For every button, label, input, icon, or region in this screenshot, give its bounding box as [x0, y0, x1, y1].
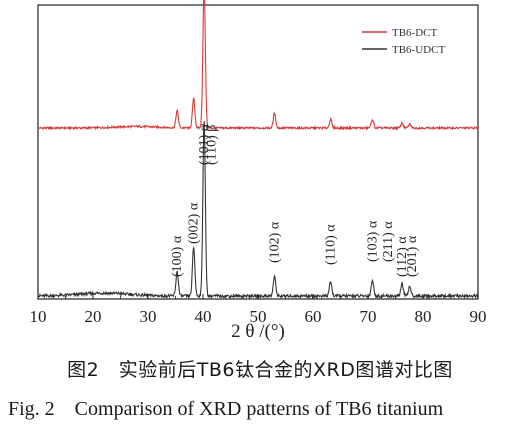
- x-axis-label: 2 θ /(°): [231, 321, 285, 342]
- caption-chinese: 图2 实验前后TB6钛合金的XRD图谱对比图: [67, 359, 453, 381]
- x-tick-label: 30: [140, 307, 157, 326]
- peak-label: (102) α: [268, 221, 283, 263]
- x-tick-label: 40: [195, 307, 212, 326]
- x-tick-label: 10: [30, 307, 47, 326]
- peak-label: (002) α: [187, 202, 202, 244]
- legend-label-tb6-dct: TB6-DCT: [392, 27, 438, 39]
- legend: TB6-DCT TB6-UDCT: [362, 27, 445, 56]
- x-tick-label: 70: [360, 307, 377, 326]
- caption-english: Fig. 2 Comparison of XRD patterns of TB6…: [8, 398, 444, 420]
- peak-label: (110) β: [204, 125, 219, 165]
- series-line-tb6-dct: [37, 0, 479, 132]
- x-axis-ticks: 10 20 30 40 50 60 70 80 90: [30, 294, 487, 326]
- x-tick-label: 90: [470, 307, 487, 326]
- x-tick-label: 20: [85, 307, 102, 326]
- legend-label-tb6-udct: TB6-UDCT: [392, 44, 445, 56]
- x-tick-label: 60: [305, 307, 322, 326]
- peak-label: (100) α: [170, 235, 185, 277]
- peak-label: (101) α: [197, 123, 212, 165]
- x-tick-label: 80: [415, 307, 432, 326]
- peak-label: (103) α: [365, 220, 380, 262]
- peak-label: (110) α: [324, 224, 339, 265]
- peak-label: (201) α: [405, 235, 420, 277]
- peak-label: (112) α: [395, 236, 410, 277]
- x-tick-label: 50: [250, 307, 267, 326]
- peak-label: (211) α: [381, 221, 396, 262]
- peak-annotations: (100) α(002) α (101) α(110) β (102) α (110)…: [170, 123, 420, 277]
